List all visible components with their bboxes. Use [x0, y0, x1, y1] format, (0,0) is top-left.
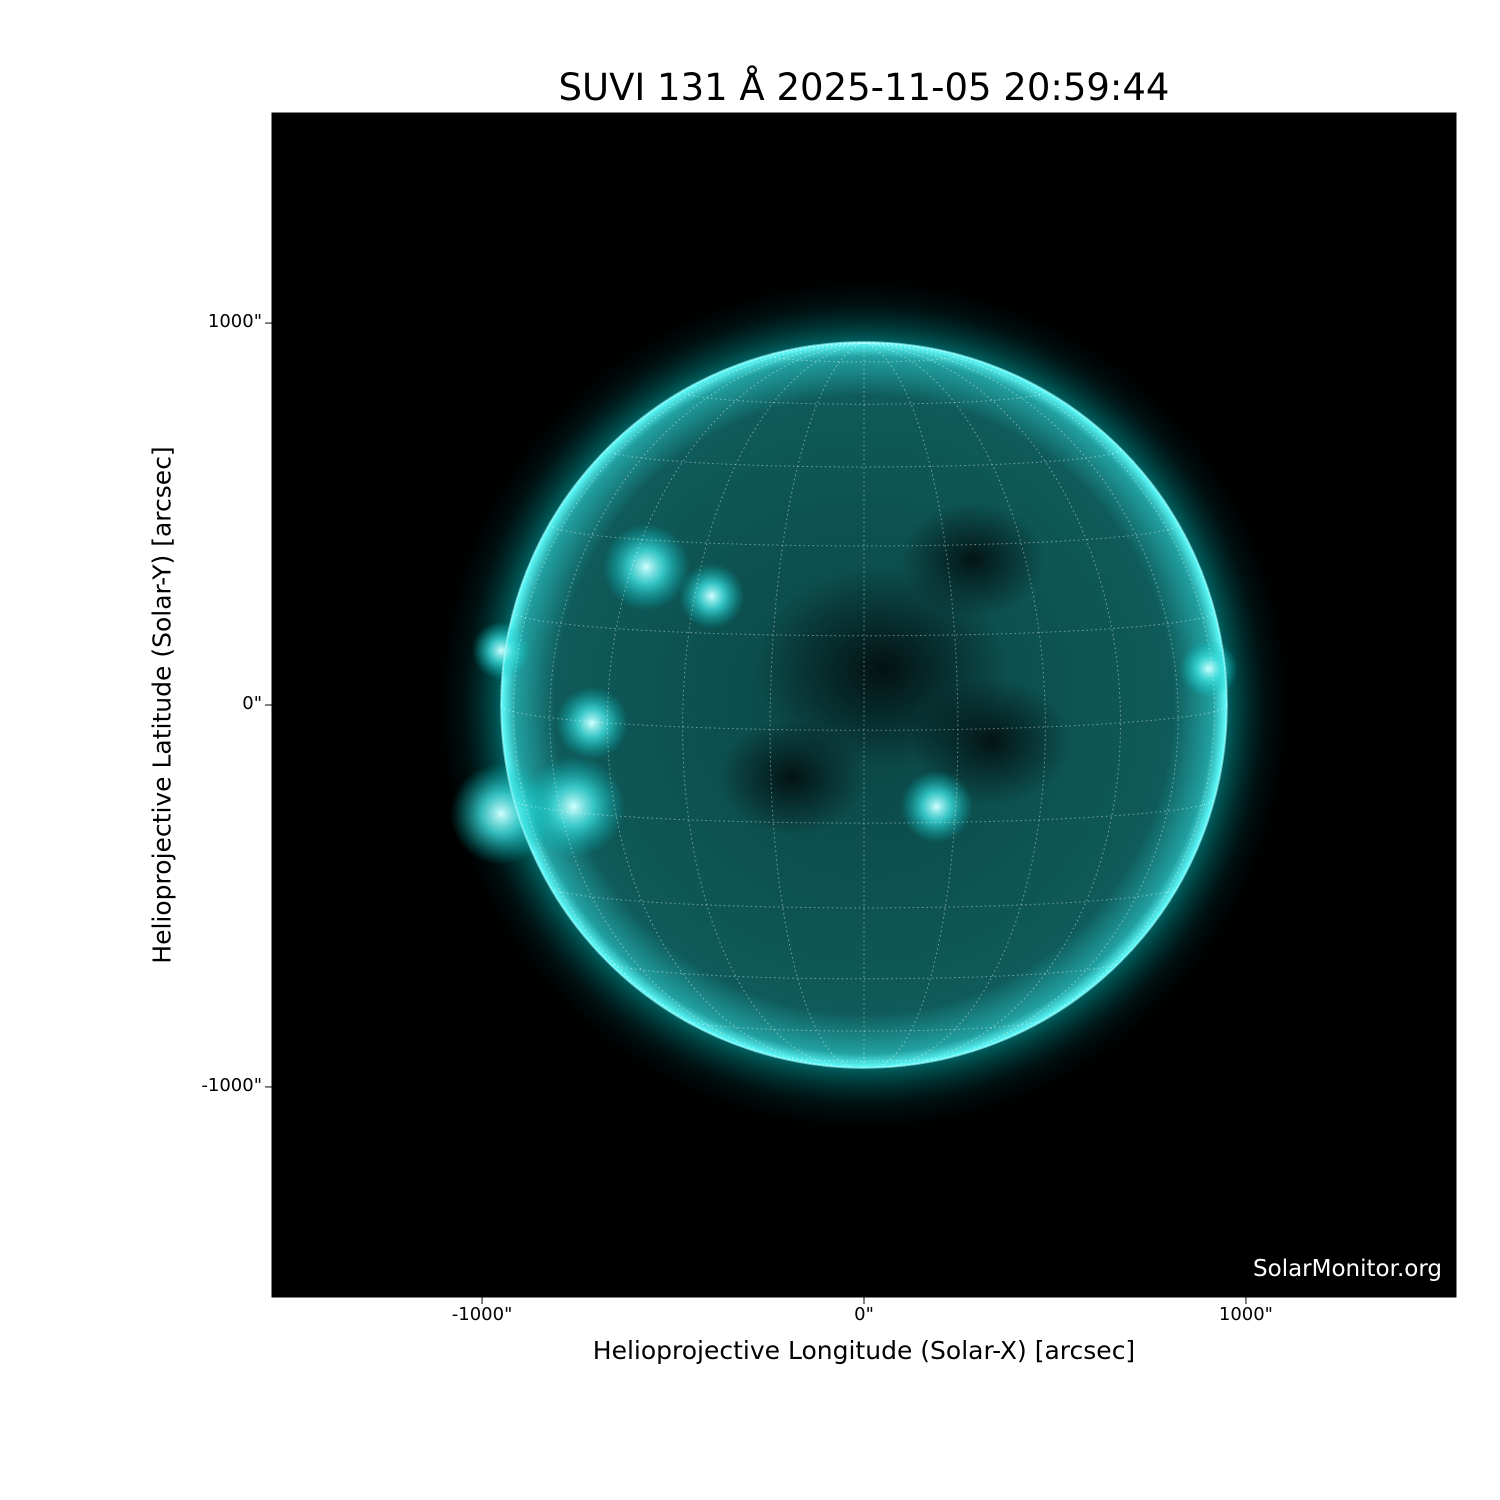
x-tick-label: 0": [854, 1304, 874, 1325]
x-tick-label: 1000": [1218, 1304, 1273, 1325]
grid-latitude-line: [769, 353, 959, 363]
grid-latitude-line: [684, 1019, 1044, 1032]
grid-latitude-line: [682, 389, 1046, 405]
coronal-hole: [900, 501, 1046, 618]
grid-latitude-line: [549, 886, 1179, 909]
y-axis-label: Helioprojective Latitude (Solar-Y) [arcs…: [147, 446, 177, 964]
coronal-hole: [911, 677, 1071, 806]
active-region: [900, 770, 973, 843]
active-region: [450, 763, 552, 865]
grid-latitude-line: [513, 799, 1215, 824]
grid-longitude-line: [863, 342, 1179, 1065]
active-region: [472, 621, 531, 680]
grid-longitude-line: [682, 342, 865, 1068]
grid-longitude-line: [863, 342, 1046, 1068]
solar-limb: [500, 341, 1228, 1069]
x-tick-label: -1000": [451, 1304, 513, 1325]
grid-latitude-line: [513, 611, 1215, 637]
grid-latitude-line: [608, 962, 1120, 980]
grid-longitude-line: [512, 342, 865, 1052]
grid-latitude-line: [500, 704, 1228, 731]
grid-longitude-line: [549, 342, 865, 1065]
y-tick-label: 0": [242, 693, 262, 714]
watermark: SolarMonitor.org: [1253, 1256, 1442, 1282]
active-region: [555, 686, 629, 760]
x-axis-label: Helioprojective Longitude (Solar-X) [arc…: [592, 1336, 1136, 1365]
chart-title: SUVI 131 Å 2025-11-05 20:59:44: [558, 66, 1170, 109]
y-tick-label: -1000": [201, 1074, 262, 1096]
active-region: [678, 563, 745, 629]
coronal-hole: [718, 719, 864, 836]
active-region: [602, 523, 690, 611]
grid-latitude-line: [606, 447, 1122, 468]
y-tick-label: 1000": [207, 311, 262, 333]
grid-longitude-line: [863, 342, 1216, 1052]
